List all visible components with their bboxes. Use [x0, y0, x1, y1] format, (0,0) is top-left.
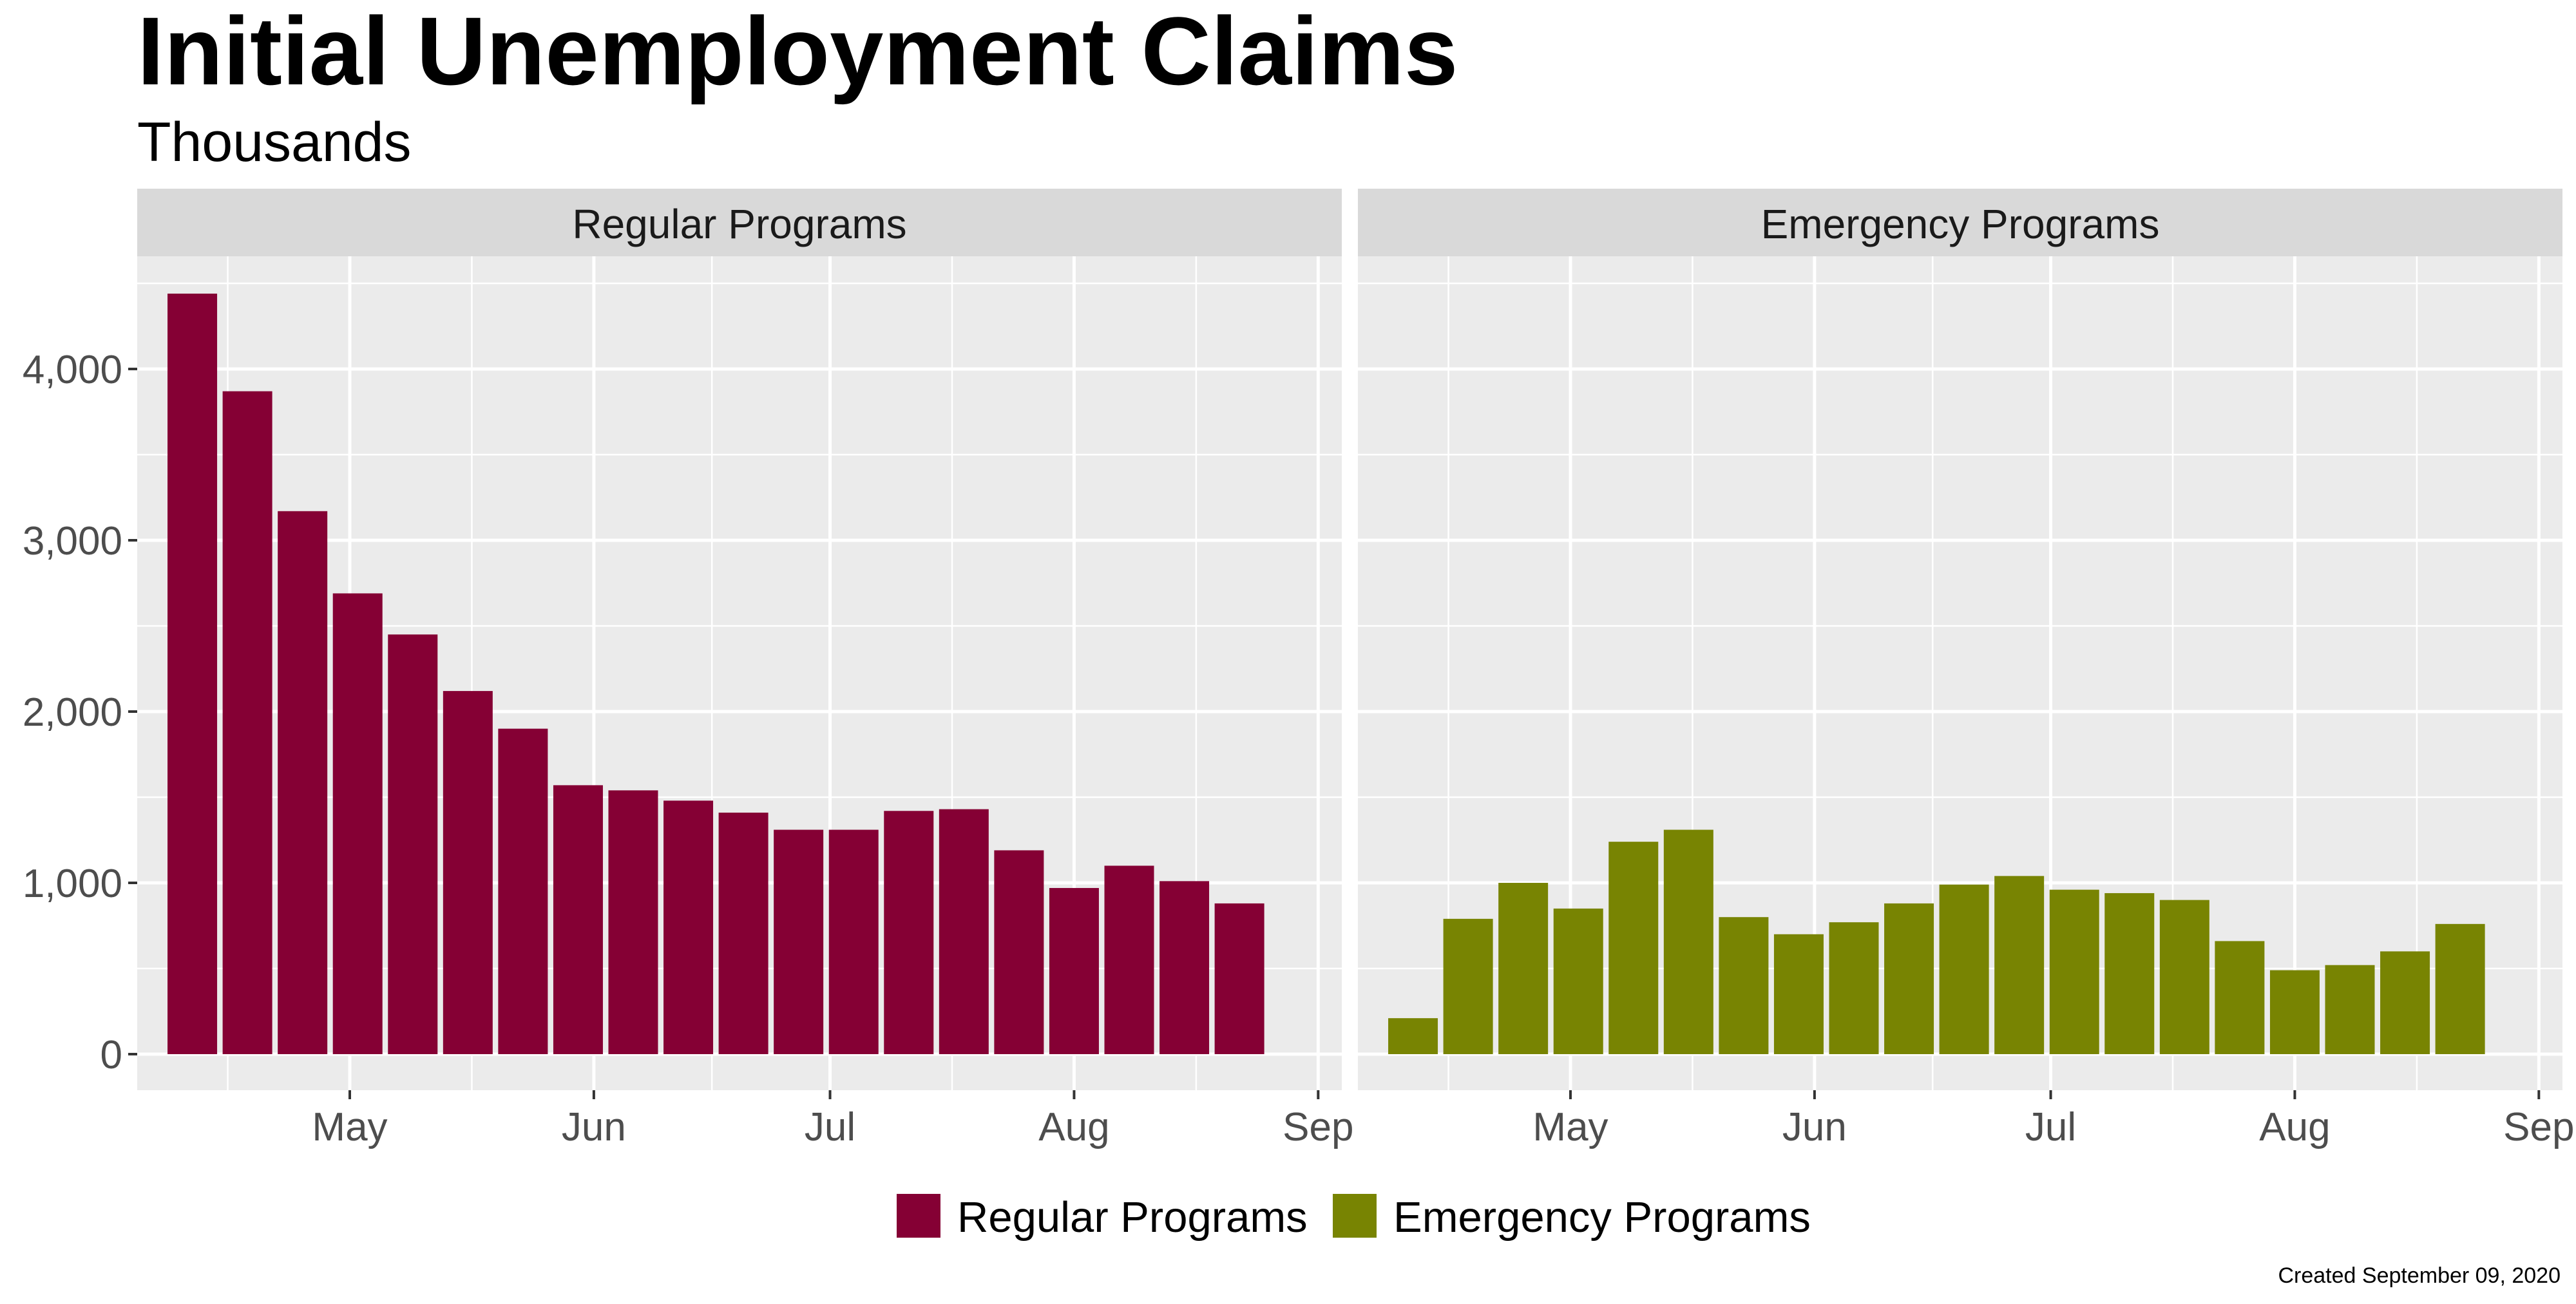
bar	[1994, 876, 2045, 1054]
bar	[498, 728, 548, 1054]
panel-regular: Regular Programs May Jun Jul Aug Sep	[137, 189, 1353, 1149]
bar	[2435, 923, 2485, 1054]
bar	[2104, 893, 2155, 1054]
x-tick-label: Jul	[805, 1105, 855, 1149]
bar	[1829, 922, 1879, 1054]
legend-key	[897, 1194, 940, 1238]
bar	[994, 850, 1044, 1054]
x-tick-label: Sep	[1283, 1105, 1353, 1149]
legend-label: Emergency Programs	[1393, 1193, 1811, 1242]
x-tick-label: May	[1532, 1105, 1608, 1149]
bar	[1663, 829, 1713, 1054]
bar	[663, 800, 714, 1054]
bar	[1388, 1018, 1438, 1054]
x-tick-label: Sep	[2503, 1105, 2574, 1149]
bar	[1159, 881, 1210, 1054]
bar	[1608, 842, 1659, 1054]
panel-emergency: Emergency Programs May Jun Jul Aug Sep	[1358, 189, 2574, 1149]
bar	[167, 293, 218, 1055]
y-tick-label: 4,000	[23, 348, 122, 392]
facet-strip-label: Regular Programs	[572, 201, 906, 247]
bar	[1443, 918, 1493, 1054]
chart-subtitle: Thousands	[137, 111, 412, 173]
bar	[222, 391, 272, 1054]
facet-strip	[137, 189, 1342, 256]
bar	[828, 829, 879, 1054]
x-tick-label: Aug	[1038, 1105, 1109, 1149]
bar	[332, 593, 383, 1054]
x-tick-label: Jun	[1782, 1105, 1847, 1149]
facet-strip-label: Emergency Programs	[1761, 201, 2160, 247]
legend-item: Emergency Programs	[1333, 1193, 1811, 1242]
y-tick-label: 3,000	[23, 519, 122, 563]
facet-strip	[1358, 189, 2562, 256]
y-axis: 0 1,000 2,000 3,000 4,000	[23, 348, 137, 1077]
legend: Regular Programs Emergency Programs	[897, 1193, 1811, 1242]
legend-label: Regular Programs	[957, 1193, 1308, 1242]
chart-title: Initial Unemployment Claims	[137, 0, 1458, 105]
x-tick-label: Aug	[2259, 1105, 2330, 1149]
bar	[1214, 903, 1264, 1054]
bar	[1049, 887, 1099, 1054]
bar	[1939, 884, 1989, 1054]
bar	[1553, 908, 1603, 1054]
bar	[718, 812, 768, 1054]
bar	[1719, 917, 1769, 1054]
x-tick-label: Jul	[2025, 1105, 2076, 1149]
bar	[443, 691, 493, 1054]
legend-item: Regular Programs	[897, 1193, 1308, 1242]
y-tick-label: 2,000	[23, 690, 122, 735]
bar	[1884, 903, 1934, 1054]
x-tick-label: May	[312, 1105, 387, 1149]
bar	[2269, 970, 2320, 1054]
bar	[388, 634, 438, 1054]
x-tick-label: Jun	[562, 1105, 626, 1149]
bar	[2049, 889, 2099, 1054]
bar	[1104, 865, 1154, 1054]
bar	[1498, 883, 1549, 1054]
bar	[2325, 965, 2375, 1054]
y-tick-label: 0	[100, 1033, 122, 1077]
bar	[553, 785, 603, 1054]
bar	[774, 829, 824, 1054]
bar	[608, 790, 658, 1054]
bar	[2215, 941, 2265, 1054]
legend-key	[1333, 1194, 1377, 1238]
bar	[1773, 934, 1824, 1054]
bar	[2159, 900, 2209, 1054]
bar	[2380, 951, 2430, 1054]
bar	[278, 511, 328, 1054]
bar	[939, 809, 989, 1054]
bar	[884, 811, 934, 1054]
y-tick-label: 1,000	[23, 862, 122, 906]
caption: Created September 09, 2020	[2278, 1263, 2561, 1288]
